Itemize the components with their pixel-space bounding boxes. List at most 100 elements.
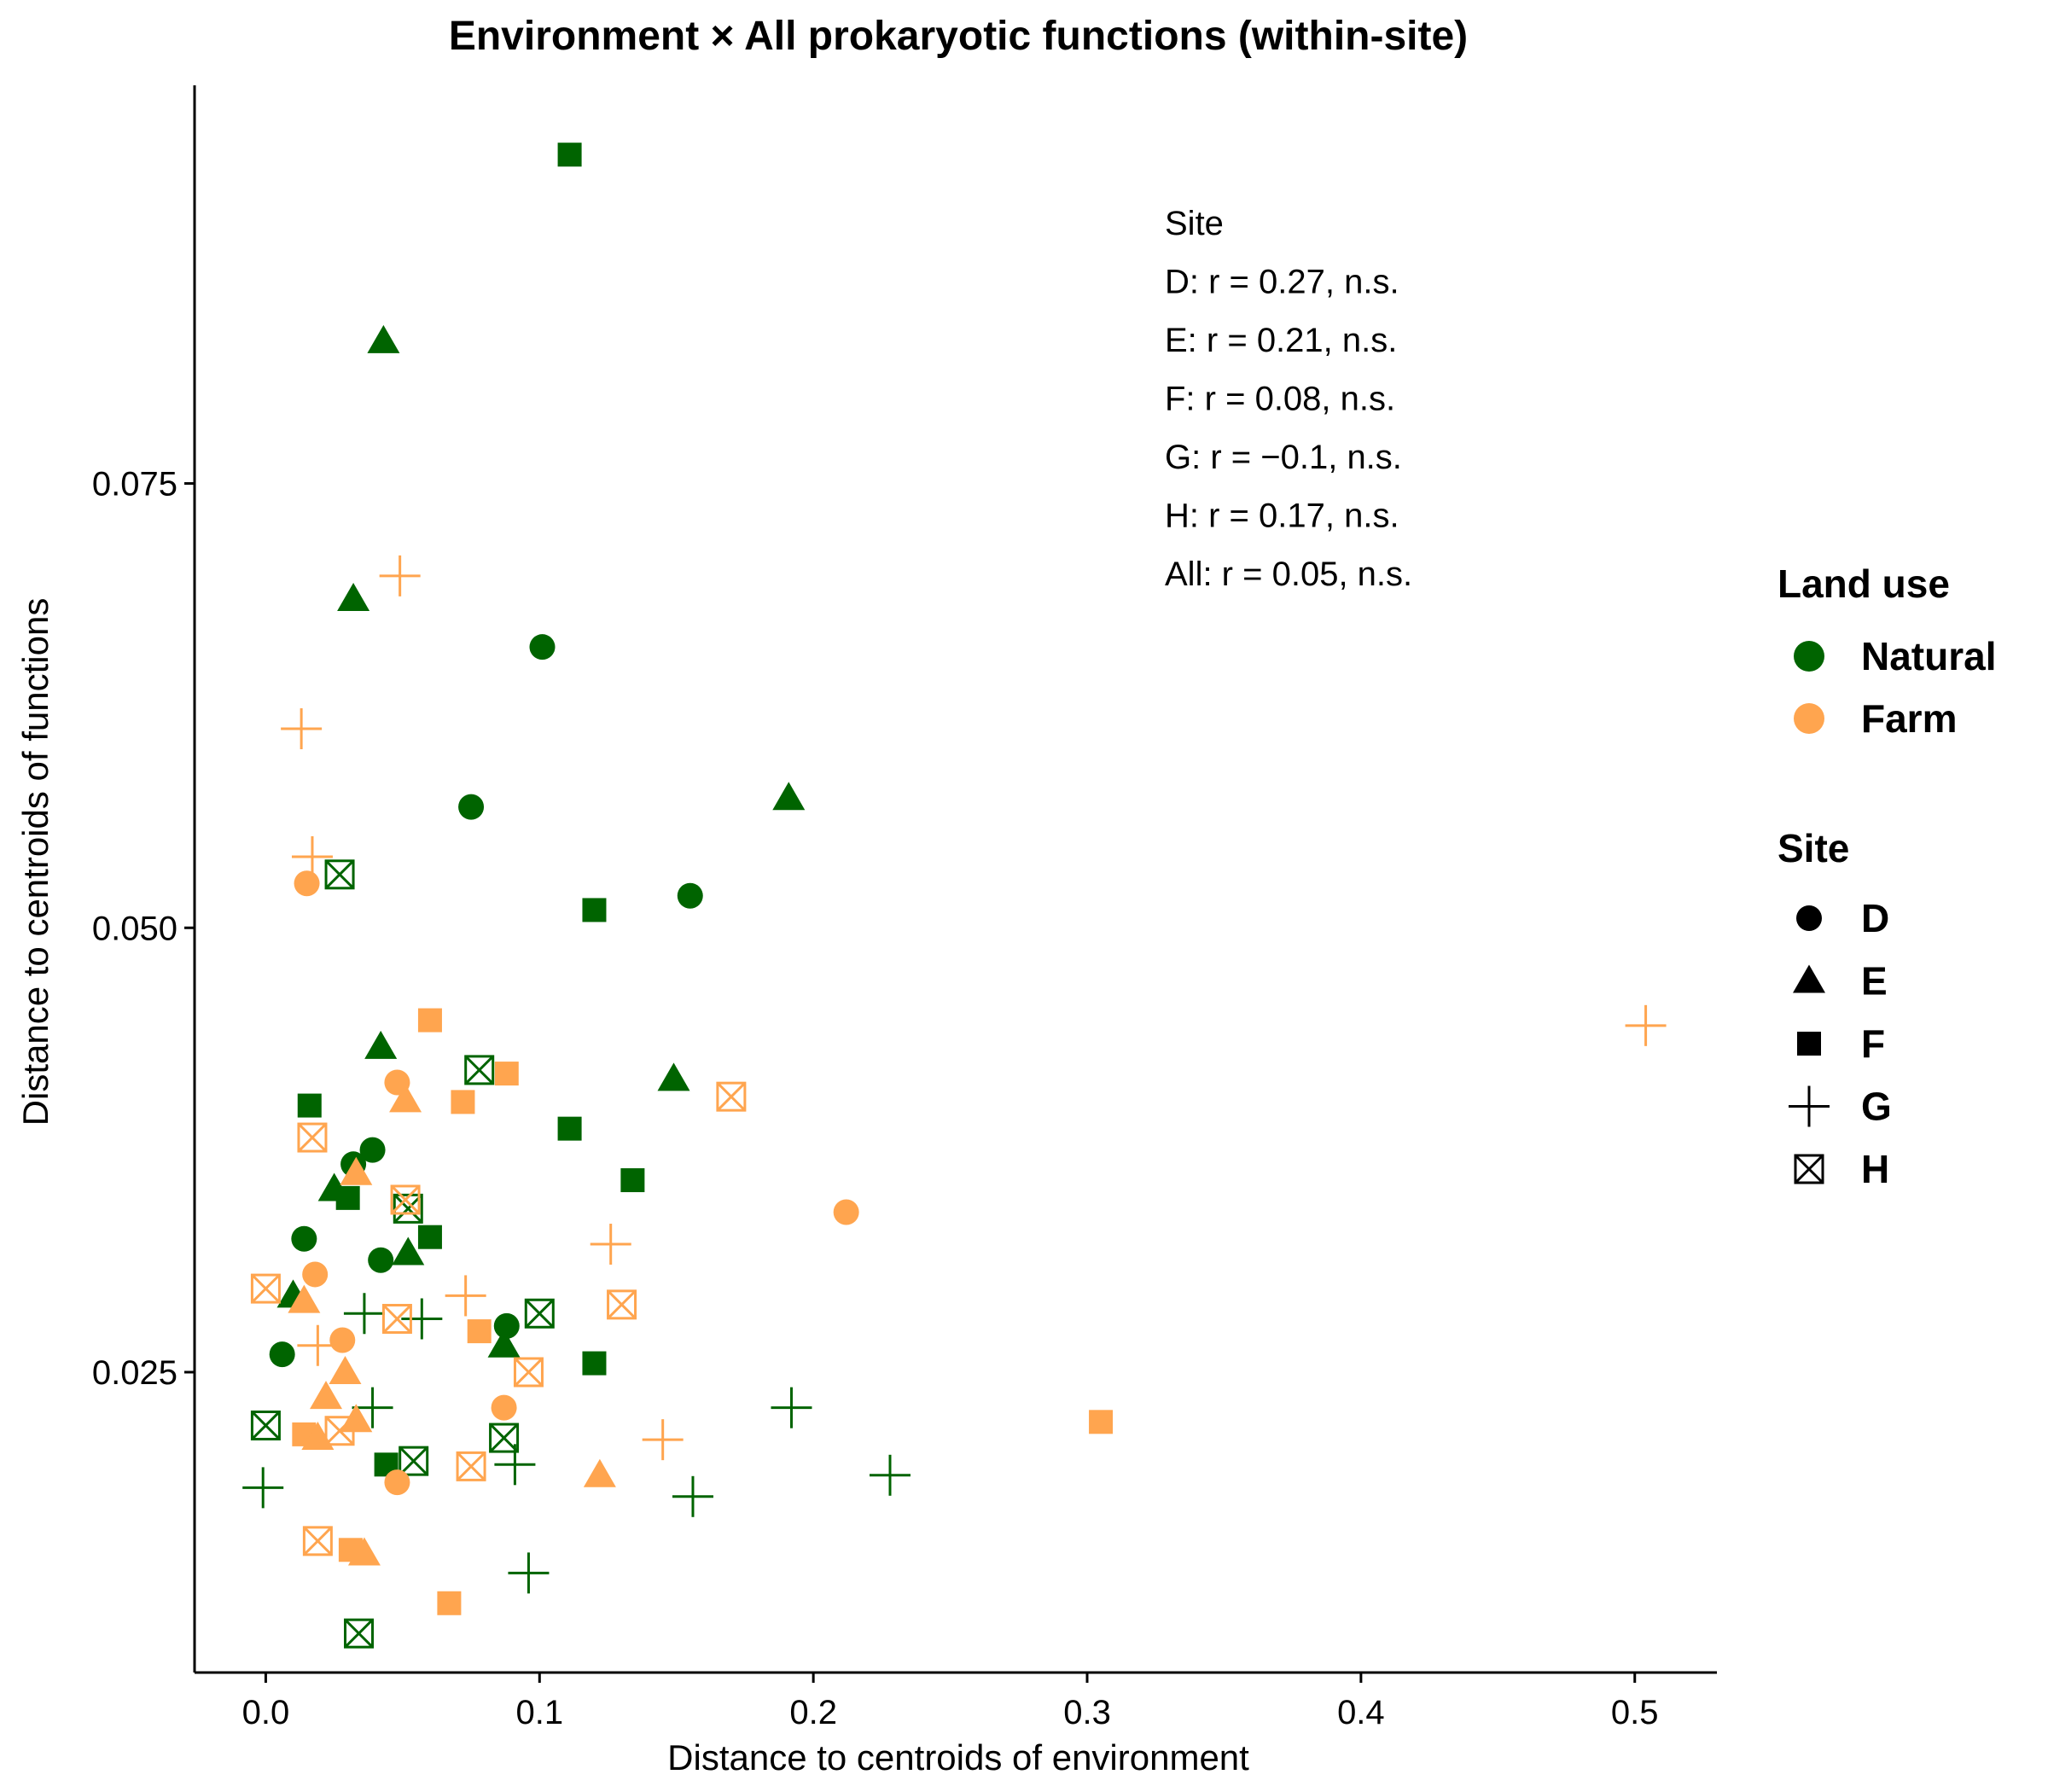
data-point-natural-d xyxy=(677,882,703,909)
x-tick-label: 0.3 xyxy=(1063,1694,1111,1731)
legend-color-title: Land use xyxy=(1777,561,1950,606)
data-point-farm-e xyxy=(329,1355,362,1384)
data-point-farm-h xyxy=(456,1451,486,1481)
data-point-farm-g xyxy=(642,1419,684,1461)
x-axis-ticks: 0.0 0.1 0.2 0.3 0.4 0.5 xyxy=(242,1673,1659,1731)
data-point-farm-g xyxy=(291,835,333,877)
legend-shape-plus xyxy=(1789,1085,1830,1127)
data-point-farm-g xyxy=(1625,1004,1667,1046)
data-point-natural-g xyxy=(508,1552,550,1594)
legend-land-use-items: Natural Farm xyxy=(1794,634,1996,741)
data-point-natural-f xyxy=(557,143,582,167)
data-point-natural-e xyxy=(392,1236,425,1265)
data-point-farm-d xyxy=(384,1469,410,1496)
legend-label: F xyxy=(1861,1021,1885,1066)
annotation-line: F: r = 0.08, n.s. xyxy=(1165,381,1395,418)
data-point-farm-d xyxy=(833,1199,859,1225)
data-point-natural-g xyxy=(771,1387,812,1428)
data-point-natural-f xyxy=(335,1185,360,1210)
legend-label: Farm xyxy=(1861,696,1957,741)
plot-area: 0.0 0.1 0.2 0.3 0.4 0.5 0.025 0.050 0.075 xyxy=(92,85,1717,1731)
data-point-natural-d xyxy=(493,1312,520,1339)
annotation-line: E: r = 0.21, n.s. xyxy=(1165,322,1397,359)
data-point-farm-f xyxy=(467,1319,492,1344)
data-point-farm-d xyxy=(491,1394,517,1421)
y-tick-label: 0.025 xyxy=(92,1354,177,1392)
data-point-natural-e xyxy=(487,1329,521,1358)
legend-label: H xyxy=(1861,1147,1889,1191)
legend-label: G xyxy=(1861,1085,1892,1129)
data-point-farm-e xyxy=(340,1156,373,1185)
x-tick-label: 0.0 xyxy=(242,1694,290,1731)
data-point-farm-e xyxy=(340,1404,373,1433)
data-point-farm-e xyxy=(347,1537,381,1566)
data-point-farm-f xyxy=(417,1008,442,1033)
data-point-natural-f xyxy=(417,1225,442,1249)
data-point-farm-d xyxy=(329,1327,356,1353)
x-tick-label: 0.1 xyxy=(515,1694,563,1731)
legend-label: E xyxy=(1861,959,1888,1004)
data-point-farm-d xyxy=(302,1261,329,1288)
annotation-line: D: r = 0.27, n.s. xyxy=(1165,264,1399,301)
data-point-farm-h xyxy=(716,1081,747,1112)
data-point-farm-g xyxy=(379,555,421,596)
data-point-natural-g xyxy=(401,1298,443,1340)
data-point-farm-h xyxy=(297,1122,328,1153)
data-point-natural-d xyxy=(458,794,485,820)
data-point-farm-h xyxy=(302,1526,333,1556)
legend-shape-title: Site xyxy=(1777,826,1849,870)
legend-shape-circle xyxy=(1796,905,1822,931)
data-point-natural-d xyxy=(529,634,556,660)
data-point-natural-h xyxy=(399,1446,429,1476)
legend-shape-square xyxy=(1797,1032,1821,1056)
data-point-natural-f xyxy=(582,898,607,922)
data-point-natural-g xyxy=(672,1475,713,1517)
data-point-natural-d xyxy=(269,1341,295,1368)
legend-label: D xyxy=(1861,896,1889,940)
data-point-natural-e xyxy=(657,1062,690,1091)
data-points xyxy=(242,143,1667,1649)
data-point-farm-f xyxy=(437,1591,462,1615)
x-tick-label: 0.5 xyxy=(1611,1694,1659,1731)
legend-label: Natural xyxy=(1861,634,1996,678)
data-point-farm-h xyxy=(607,1289,637,1320)
data-point-natural-f xyxy=(582,1351,607,1376)
data-point-natural-e xyxy=(337,582,370,611)
annotation-line: H: r = 0.17, n.s. xyxy=(1165,497,1399,535)
chart-title: Environment × All prokaryotic functions … xyxy=(449,14,1468,59)
data-point-natural-d xyxy=(368,1247,394,1273)
data-point-natural-g xyxy=(494,1444,536,1486)
legend-item-site-g: G xyxy=(1789,1085,1892,1129)
data-point-farm-h xyxy=(390,1184,421,1215)
annotation-line: G: r = −0.1, n.s. xyxy=(1165,439,1402,476)
legend-item-site-d: D xyxy=(1796,896,1889,940)
y-tick-label: 0.075 xyxy=(92,466,177,503)
data-point-natural-f xyxy=(620,1168,645,1193)
data-point-farm-h xyxy=(513,1357,544,1388)
data-point-farm-g xyxy=(297,1324,339,1366)
x-axis-label: Distance to centroids of environment xyxy=(667,1737,1249,1777)
data-point-natural-e xyxy=(367,324,400,353)
data-point-natural-f xyxy=(297,1093,322,1118)
data-point-natural-h xyxy=(464,1055,495,1085)
data-point-natural-h xyxy=(344,1618,375,1649)
legend-item-site-f: F xyxy=(1797,1021,1885,1066)
data-point-farm-e xyxy=(389,1084,422,1113)
data-point-farm-f xyxy=(451,1090,475,1114)
data-point-natural-e xyxy=(772,782,806,811)
data-point-natural-g xyxy=(242,1467,284,1509)
legend-shape-boxx xyxy=(1794,1154,1824,1184)
data-point-natural-g xyxy=(869,1454,911,1496)
y-axis-ticks: 0.025 0.050 0.075 xyxy=(92,466,195,1392)
data-point-farm-e xyxy=(583,1458,616,1487)
data-point-natural-h xyxy=(250,1410,281,1440)
data-point-farm-f xyxy=(1089,1410,1114,1434)
legend-item-natural: Natural xyxy=(1794,634,1996,678)
data-point-farm-f xyxy=(494,1062,519,1086)
legend-item-site-h: H xyxy=(1794,1147,1889,1191)
data-point-farm-h xyxy=(324,1416,355,1446)
y-axis-label: Distance to centroids of functions xyxy=(15,598,55,1126)
data-point-farm-g xyxy=(590,1224,631,1265)
data-point-farm-e xyxy=(301,1422,335,1451)
